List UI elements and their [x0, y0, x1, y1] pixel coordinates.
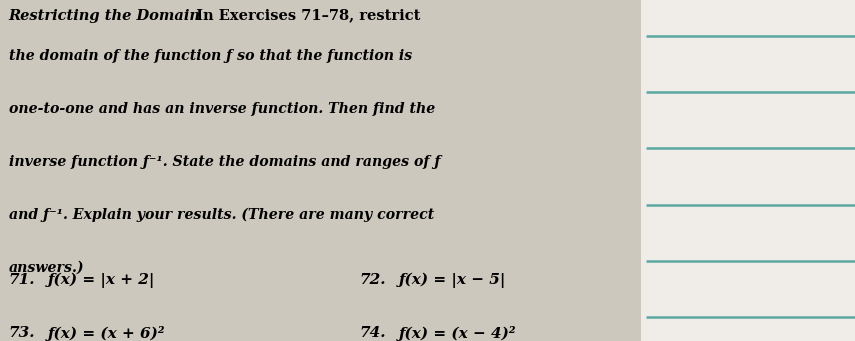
Text: ƒ(x) = |x + 2|: ƒ(x) = |x + 2| — [48, 273, 156, 288]
Text: 73.: 73. — [9, 326, 35, 340]
Text: ƒ(x) = |x − 5|: ƒ(x) = |x − 5| — [398, 273, 506, 288]
Text: Restricting the Domain: Restricting the Domain — [9, 9, 201, 23]
Text: and ƒ⁻¹. Explain your results. (There are many correct: and ƒ⁻¹. Explain your results. (There ar… — [9, 208, 433, 222]
Text: 72.: 72. — [359, 273, 386, 287]
Text: 71.: 71. — [9, 273, 35, 287]
Text: the domain of the function ƒ so that the function is: the domain of the function ƒ so that the… — [9, 49, 412, 63]
Text: answers.): answers.) — [9, 261, 84, 275]
Text: 74.: 74. — [359, 326, 386, 340]
Text: one-to-one and has an inverse function. Then find the: one-to-one and has an inverse function. … — [9, 102, 435, 116]
Text: inverse function ƒ⁻¹. State the domains and ranges of ƒ: inverse function ƒ⁻¹. State the domains … — [9, 155, 440, 169]
Text: ƒ(x) = (x + 6)²: ƒ(x) = (x + 6)² — [48, 326, 165, 341]
FancyBboxPatch shape — [641, 0, 855, 341]
Text: ƒ(x) = (x − 4)²: ƒ(x) = (x − 4)² — [398, 326, 516, 341]
Text: In Exercises 71–78, restrict: In Exercises 71–78, restrict — [186, 9, 420, 23]
